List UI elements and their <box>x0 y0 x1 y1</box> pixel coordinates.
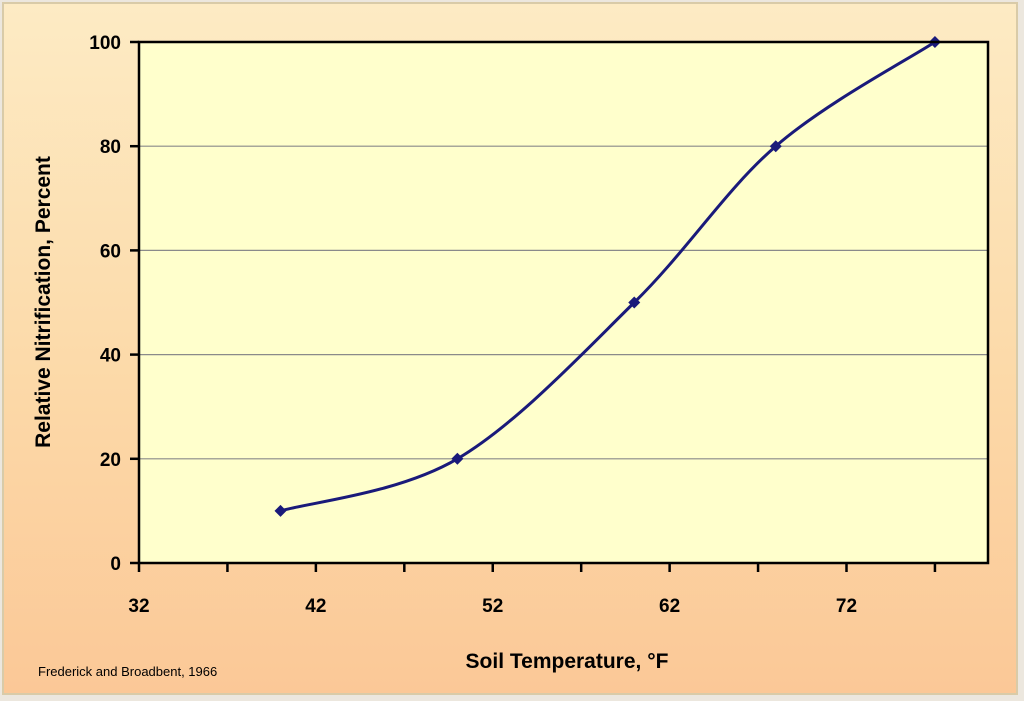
x-tick-label: 72 <box>836 596 857 617</box>
y-tick-label: 0 <box>110 554 121 575</box>
x-tick-label: 42 <box>305 596 326 617</box>
y-tick-label: 80 <box>100 137 121 158</box>
plot-border <box>137 40 990 565</box>
y-tick-label: 20 <box>100 450 121 471</box>
source-note: Frederick and Broadbent, 1966 <box>38 664 217 679</box>
y-tick-label: 60 <box>100 241 121 262</box>
x-axis-label: Soil Temperature, °F <box>466 650 669 673</box>
y-tick-label: 100 <box>89 33 121 54</box>
plot-area <box>139 42 988 563</box>
data-point <box>451 452 464 465</box>
data-point <box>628 296 641 309</box>
y-axis-label: Relative Nitrification, Percent <box>32 156 55 448</box>
x-tick-label: 32 <box>128 596 149 617</box>
y-tick-label: 40 <box>100 346 121 367</box>
x-tick-label: 52 <box>482 596 503 617</box>
data-point <box>274 504 287 517</box>
x-tick-label: 62 <box>659 596 680 617</box>
data-point <box>769 140 782 153</box>
